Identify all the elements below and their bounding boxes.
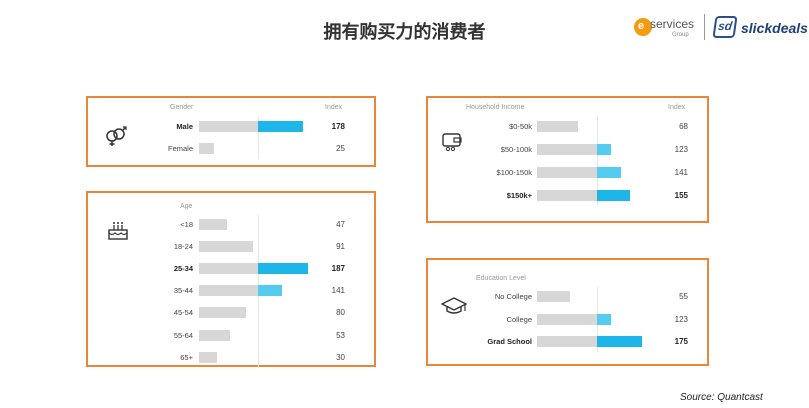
chart-0-category-label: Male	[176, 122, 193, 131]
chart-1-category-label: 35-44	[173, 286, 193, 296]
chart-1-bar-above-index	[258, 263, 309, 275]
chart-2-value-label: 155	[674, 191, 688, 200]
chart-3-header: Education Level	[476, 275, 526, 282]
logo-divider	[704, 14, 705, 40]
chart-3-value-label: 123	[674, 314, 688, 324]
page-title: 拥有购买力的消费者	[323, 22, 486, 43]
eservices-logo-subtext: Group	[672, 32, 689, 38]
chart-1-category-label: 18-24	[173, 242, 193, 252]
chart-0-index-100-line	[258, 117, 259, 159]
slickdeals-logo-mark: sd	[712, 16, 738, 38]
chart-3-bar	[537, 291, 570, 302]
birthday-cake-icon	[106, 218, 130, 247]
chart-2-bar	[537, 190, 597, 201]
chart-0-category-label: Female	[167, 144, 193, 153]
chart-3-value-label: 55	[679, 292, 688, 301]
chart-3-category-label: College	[506, 314, 532, 324]
source-note: Source: Quantcast	[680, 392, 763, 403]
chart-0-index-header: Index	[325, 104, 343, 111]
chart-1-value-label: 91	[336, 242, 345, 252]
eservices-logo-mark: e	[634, 18, 652, 36]
chart-0-value-label: 178	[331, 122, 345, 131]
chart-1-category-label: 65+	[180, 352, 193, 362]
chart-2-value-label: 141	[674, 168, 688, 177]
chart-1-bar-above-index	[258, 285, 282, 297]
wallet-icon	[441, 128, 465, 157]
eservices-logo: e services Group	[634, 14, 694, 42]
chart-3-bar	[537, 336, 597, 347]
chart-0-bar-above-index	[258, 121, 304, 132]
chart-1-value-label: 187	[331, 264, 345, 274]
chart-1-category-label: <18	[180, 220, 193, 229]
slickdeals-logo-text: slickdeals	[741, 20, 808, 36]
chart-2-category-label: $50-100k	[500, 145, 532, 154]
chart-2-bar-above-index	[597, 167, 622, 178]
chart-1-header: Age	[180, 203, 193, 210]
chart-1-bar	[199, 263, 258, 275]
chart-3-category-label: Grad School	[487, 337, 532, 346]
chart-0-bar	[199, 121, 258, 132]
chart-2-index-header: Index	[668, 104, 686, 111]
chart-2-bar	[537, 144, 597, 155]
chart-2-bar-above-index	[597, 190, 630, 201]
chart-1-bar	[199, 351, 217, 363]
education-panel	[426, 258, 709, 366]
chart-1-category-label: 55-64	[173, 330, 193, 340]
chart-1-value-label: 47	[336, 220, 345, 229]
chart-0-bar	[199, 143, 214, 154]
chart-1-value-label: 141	[331, 286, 345, 296]
chart-3-value-label: 175	[674, 337, 688, 346]
age-panel	[86, 191, 376, 367]
chart-3-bar-above-index	[597, 336, 642, 347]
chart-1-value-label: 30	[336, 352, 345, 362]
chart-2-index-100-line	[597, 117, 598, 206]
chart-2-header: Household Income	[466, 104, 525, 111]
chart-1-bar	[199, 329, 231, 341]
chart-2-category-label: $0-50k	[509, 122, 532, 131]
chart-2-bar	[537, 121, 578, 132]
chart-3-category-label: No College	[494, 292, 532, 301]
chart-2-category-label: $100-150k	[496, 168, 532, 177]
chart-1-value-label: 53	[336, 330, 345, 340]
chart-3-bar-above-index	[597, 313, 611, 325]
chart-1-bar	[199, 219, 227, 230]
chart-1-bar	[199, 307, 247, 319]
chart-2-value-label: 123	[674, 145, 688, 154]
chart-1-bar	[199, 285, 258, 297]
chart-2-bar-above-index	[597, 144, 611, 155]
gender-icon	[104, 125, 128, 152]
chart-1-bar	[199, 241, 253, 253]
chart-1-value-label: 80	[336, 308, 345, 318]
chart-0-value-label: 25	[336, 144, 345, 153]
chart-2-value-label: 68	[679, 122, 688, 131]
chart-1-category-label: 25-34	[173, 264, 193, 274]
chart-2-bar	[537, 167, 597, 178]
chart-3-bar	[537, 313, 597, 325]
income-panel	[426, 96, 709, 223]
chart-0-header: Gender	[170, 104, 194, 111]
chart-1-category-label: 45-54	[173, 308, 193, 318]
eservices-logo-text: services	[650, 17, 695, 31]
graduation-cap-icon	[440, 295, 468, 322]
chart-2-category-label: $150k+	[506, 191, 532, 200]
slickdeals-logo: sd slickdeals	[712, 14, 808, 42]
